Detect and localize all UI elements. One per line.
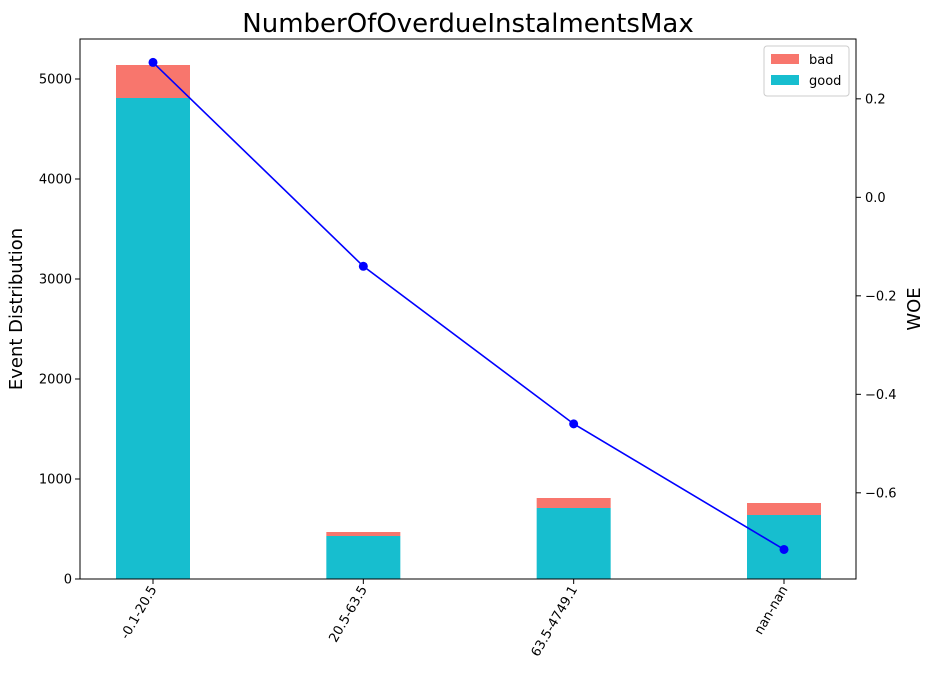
y2-tick-label-3: −0.4 [865, 388, 897, 403]
bar-bad-2 [536, 498, 611, 508]
plot-frame [79, 38, 857, 580]
y-tick-label-0: 0 [64, 573, 72, 588]
bar-good-2 [536, 508, 611, 579]
bars-layer [116, 65, 821, 579]
woe-point-1 [358, 261, 368, 271]
y2-tick-label-1: 0.0 [865, 191, 886, 206]
y2-tick-label-2: −0.2 [865, 289, 897, 304]
right-axis: 0.2 0.0 −0.2 −0.4 −0.6 [856, 92, 897, 501]
woe-point-0 [148, 57, 158, 67]
y-axis-label: Event Distribution [6, 228, 27, 390]
y-tick-label-3: 3000 [39, 273, 72, 288]
bar-bad-1 [326, 532, 401, 536]
y2-tick-label-4: −0.6 [865, 486, 897, 501]
woe-line [152, 61, 785, 551]
bar-bad-0 [116, 65, 190, 98]
bar-bad-3 [747, 503, 821, 515]
x-tick-label-3: nan-nan [752, 584, 792, 638]
y2-tick-label-0: 0.2 [865, 92, 886, 107]
legend-swatch-good [771, 75, 799, 85]
woe-line-layer [148, 57, 789, 554]
legend-label-bad: bad [809, 53, 833, 68]
x-tick-label-0: -0.1-20.5 [118, 584, 160, 643]
legend: bad good [763, 45, 850, 97]
bottom-axis: -0.1-20.5 20.5-63.5 63.5-4749.1 nan-nan [118, 579, 791, 660]
y2-axis-label: WOE [904, 287, 925, 330]
x-tick-label-1: 20.5-63.5 [327, 584, 371, 646]
woe-point-3 [779, 544, 789, 554]
left-axis: 0 1000 2000 3000 4000 5000 [39, 73, 80, 588]
y-tick-label-2: 2000 [39, 373, 72, 388]
x-tick-label-2: 63.5-4749.1 [529, 584, 582, 660]
y-tick-label-1: 1000 [39, 473, 72, 488]
y-tick-label-4: 4000 [39, 173, 72, 188]
bar-good-1 [326, 536, 401, 579]
y-tick-label-5: 5000 [39, 73, 72, 88]
bar-good-0 [116, 98, 190, 579]
chart-title: NumberOfOverdueInstalmentsMax [242, 9, 693, 39]
woe-point-2 [569, 419, 579, 429]
legend-label-good: good [809, 74, 841, 89]
legend-swatch-bad [771, 54, 799, 64]
